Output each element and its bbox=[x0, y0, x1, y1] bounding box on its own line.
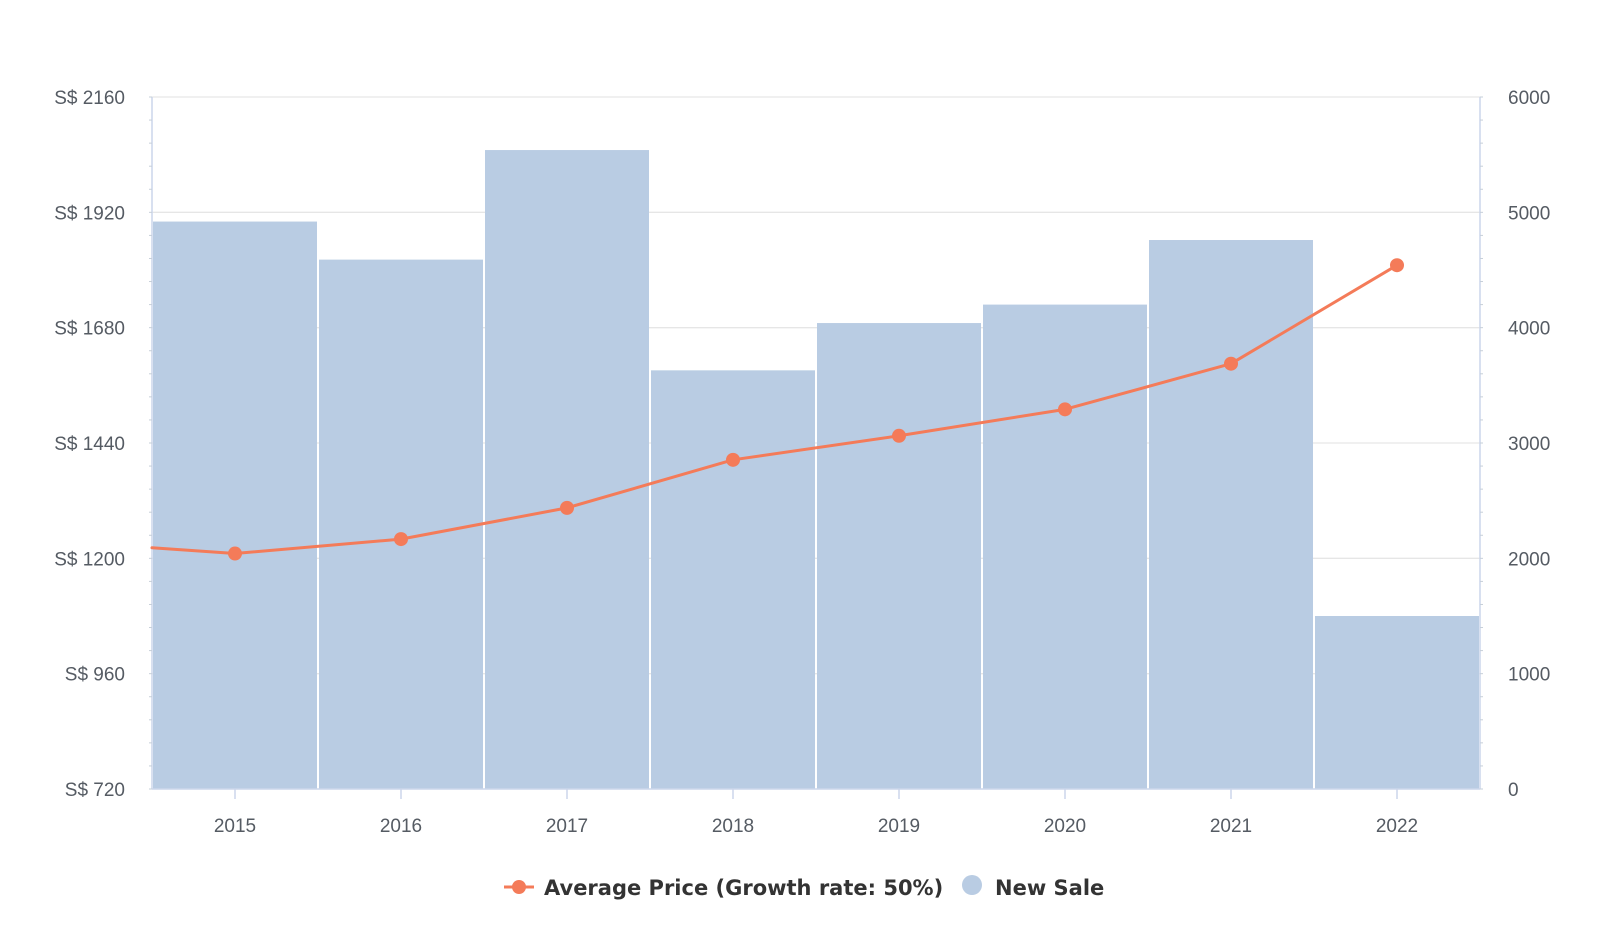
right-tick-label: 2000 bbox=[1508, 549, 1550, 570]
point-2022 bbox=[1390, 258, 1404, 273]
point-2017 bbox=[560, 500, 574, 515]
point-2019 bbox=[892, 428, 906, 443]
right-tick-label: 1000 bbox=[1508, 665, 1550, 686]
bar-2017 bbox=[485, 150, 649, 789]
left-tick-label: S$ 1200 bbox=[54, 549, 125, 570]
left-axis-ticks: S$ 720 S$ 960 S$ 1200 S$ 1440 S$ 1680 S$ 1920… bbox=[54, 88, 125, 801]
point-2016 bbox=[394, 532, 408, 547]
legend: Average Price (Growth rate: 50%) New Sal… bbox=[504, 875, 1104, 900]
left-tick-label: S$ 960 bbox=[65, 665, 125, 686]
x-tick-label: 2019 bbox=[878, 816, 920, 837]
x-tick-label: 2022 bbox=[1376, 816, 1418, 837]
point-2015 bbox=[228, 546, 242, 561]
legend-item-new-sale[interactable]: New Sale bbox=[962, 875, 1104, 900]
legend-new-sale-label: New Sale bbox=[995, 876, 1104, 900]
legend-average-price-label: Average Price (Growth rate: 50%) bbox=[544, 876, 943, 900]
x-tick-label: 2020 bbox=[1044, 816, 1086, 837]
x-tick-label: 2015 bbox=[214, 816, 256, 837]
x-axis-ticks: 2015 2016 2017 2018 2019 2020 2021 2022 bbox=[214, 816, 1418, 837]
right-tick-label: 0 bbox=[1508, 780, 1519, 801]
left-tick-label: S$ 1440 bbox=[54, 434, 125, 455]
legend-item-average-price[interactable]: Average Price (Growth rate: 50%) bbox=[504, 876, 943, 900]
right-tick-label: 4000 bbox=[1508, 319, 1550, 340]
bar-2018 bbox=[651, 370, 815, 789]
point-2020 bbox=[1058, 402, 1072, 417]
x-tick-label: 2018 bbox=[712, 816, 754, 837]
axes bbox=[149, 96, 1483, 799]
bar-2016 bbox=[319, 259, 483, 789]
left-tick-label: S$ 1920 bbox=[54, 203, 125, 224]
bar-2021 bbox=[1149, 240, 1313, 790]
x-tick-label: 2021 bbox=[1210, 816, 1252, 837]
bar-2022 bbox=[1315, 616, 1479, 789]
bar-2020 bbox=[983, 304, 1147, 789]
right-tick-label: 5000 bbox=[1508, 203, 1550, 224]
left-tick-label: S$ 1680 bbox=[54, 319, 125, 340]
bar-2015 bbox=[153, 221, 317, 789]
x-tick-label: 2016 bbox=[380, 816, 422, 837]
point-2018 bbox=[726, 452, 740, 467]
left-tick-label: S$ 2160 bbox=[54, 88, 125, 109]
right-tick-label: 6000 bbox=[1508, 88, 1550, 109]
right-axis-ticks: 0 1000 2000 3000 4000 5000 6000 bbox=[1508, 88, 1550, 801]
left-tick-label: S$ 720 bbox=[65, 780, 125, 801]
legend-new-sale-dot-icon bbox=[962, 875, 982, 895]
point-2021 bbox=[1224, 356, 1238, 371]
bar-2019 bbox=[817, 323, 981, 789]
x-tick-label: 2017 bbox=[546, 816, 588, 837]
legend-average-price-dot-icon bbox=[512, 880, 526, 894]
right-tick-label: 3000 bbox=[1508, 434, 1550, 455]
bar-series-new-sale bbox=[153, 150, 1479, 790]
line-series-average-price bbox=[150, 258, 1404, 561]
